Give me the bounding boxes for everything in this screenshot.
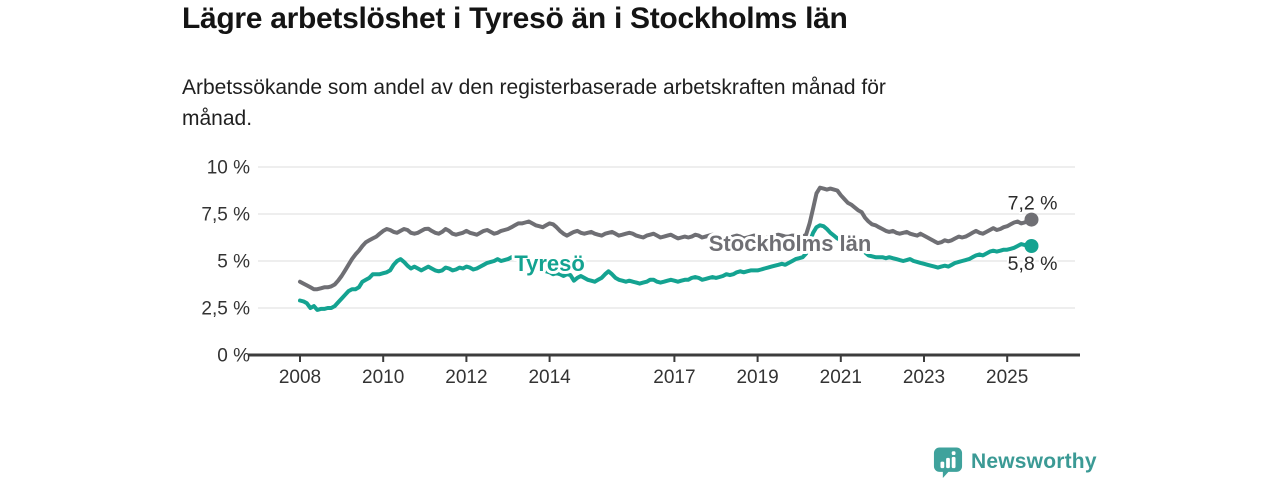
y-tick-label: 5 % xyxy=(217,252,250,273)
x-tick-label: 2023 xyxy=(903,367,945,388)
y-tick-label: 2,5 % xyxy=(201,299,250,320)
end-dot xyxy=(1024,239,1039,253)
subtitle-line-1: Arbetssökande som andel av den registerb… xyxy=(182,76,886,99)
x-tick-label: 2008 xyxy=(279,367,321,388)
line-chart: 0 % 2,5 % 5 % 7,5 % 10 % 2008 2010 2012 2014 2017… xyxy=(201,158,1080,388)
series-label-tyresö: Tyresö xyxy=(514,251,585,276)
end-value-label: 7,2 % xyxy=(1008,193,1058,215)
end-value-label: 5,8 % xyxy=(1008,253,1058,275)
x-tick-label: 2012 xyxy=(445,367,487,388)
y-tick-label: 7,5 % xyxy=(201,205,250,226)
x-tick-label: 2021 xyxy=(820,367,862,388)
newsworthy-logo[interactable]: Newsworthy xyxy=(933,445,1097,479)
y-tick-label: 10 % xyxy=(207,158,250,179)
y-tick-label: 0 % xyxy=(217,346,250,367)
newsworthy-wordmark: Newsworthy xyxy=(971,450,1097,473)
x-tick-label: 2014 xyxy=(528,367,571,388)
x-tick-label: 2010 xyxy=(362,367,404,388)
series-line-stockholms-län xyxy=(298,185,1034,292)
x-tick-label: 2017 xyxy=(653,367,695,388)
newsworthy-barchart-pin-icon xyxy=(933,447,963,478)
chart-subtitle: Arbetssökande som andel av den registerb… xyxy=(182,72,886,134)
end-dot xyxy=(1024,212,1039,227)
x-tick-label: 2019 xyxy=(736,367,778,388)
x-tick-label: 2025 xyxy=(986,367,1028,388)
subtitle-line-2: månad. xyxy=(182,107,253,130)
series-label-stockholms-län: Stockholms län xyxy=(709,231,872,256)
series-line-tyresö xyxy=(298,223,1034,312)
page-title: Lägre arbetslöshet i Tyresö än i Stockho… xyxy=(182,2,848,35)
